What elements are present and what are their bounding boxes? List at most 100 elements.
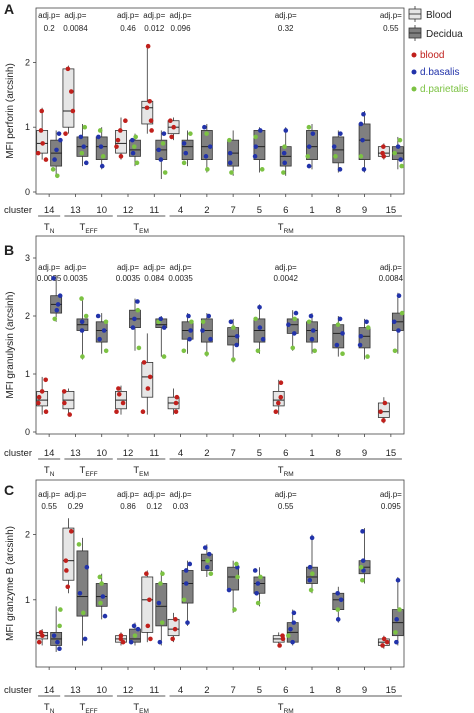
panel-letter: A [4, 1, 14, 17]
data-point [147, 597, 152, 603]
data-point [133, 134, 138, 140]
data-point [337, 167, 343, 172]
cluster-label: 8 [336, 448, 341, 459]
data-point [360, 137, 365, 143]
data-point [103, 319, 109, 325]
data-point [38, 128, 44, 133]
adjp-value: 0.095 [381, 502, 402, 511]
data-point [57, 646, 62, 651]
data-point [229, 170, 234, 175]
data-point [360, 529, 365, 534]
data-point [79, 150, 85, 156]
adjp-value: 0.0035 [116, 274, 141, 283]
data-point [70, 108, 76, 114]
legend: Blood Decidua blood d.basalis d.parietalis [408, 6, 468, 95]
cluster-label: 11 [149, 685, 159, 696]
data-point [308, 313, 314, 319]
data-point [61, 389, 67, 394]
data-point [306, 319, 312, 325]
legend-dot [411, 52, 417, 58]
data-point [227, 137, 232, 143]
data-point [312, 348, 318, 354]
data-point [158, 581, 163, 586]
data-point [333, 154, 338, 159]
data-point [260, 336, 266, 342]
data-point [202, 124, 207, 130]
cluster-label: 5 [257, 448, 262, 459]
data-point [103, 348, 109, 354]
data-point [147, 98, 152, 104]
data-point [183, 568, 189, 573]
data-point [39, 108, 45, 114]
adjp-value: 0.0035 [63, 274, 88, 283]
y-tick-label: 1 [25, 369, 30, 379]
adjp-value: 0.55 [41, 502, 57, 511]
data-point [144, 571, 149, 577]
cluster-label: 2 [204, 685, 209, 696]
adjp-prefix: adj.p= [380, 490, 402, 499]
data-point [51, 276, 56, 281]
data-point [231, 357, 236, 362]
data-point [335, 617, 341, 622]
data-point [286, 633, 291, 638]
data-point [79, 328, 85, 333]
data-point [39, 389, 45, 394]
box-decidua [306, 130, 318, 161]
data-point [278, 394, 284, 400]
y-tick-label: 0 [25, 187, 30, 197]
data-point [395, 144, 401, 149]
data-point [253, 144, 259, 149]
data-point [65, 584, 71, 590]
data-point [161, 131, 167, 136]
adjp-value: 0.29 [68, 502, 84, 511]
data-point [181, 141, 187, 146]
cluster-label: 12 [123, 448, 134, 459]
data-point [141, 360, 147, 365]
data-point [79, 296, 84, 301]
legend-dot-label: blood [420, 50, 444, 61]
data-point [120, 400, 126, 406]
data-point [145, 623, 151, 629]
data-point [52, 157, 57, 162]
data-point [188, 328, 193, 333]
group-label: TN [44, 465, 55, 478]
data-point [255, 600, 261, 606]
data-point [135, 307, 141, 313]
data-point [382, 400, 388, 406]
y-axis-title: MFI granulysin (arcsinh) [5, 291, 16, 398]
data-point [97, 128, 103, 133]
data-point [357, 342, 363, 348]
data-point [36, 639, 42, 645]
data-point [293, 310, 299, 316]
data-point [54, 147, 59, 153]
box-blood [62, 527, 75, 581]
data-point [358, 154, 364, 159]
data-point [206, 551, 212, 557]
legend-dot [411, 86, 417, 92]
adjp-prefix: adj.p= [170, 490, 192, 499]
adjp-prefix: adj.p= [275, 263, 297, 272]
cluster-label: 15 [386, 685, 397, 696]
data-point [140, 409, 146, 415]
data-point [208, 336, 213, 342]
data-point [308, 587, 314, 593]
data-point [340, 351, 345, 357]
adjp-value: 0.012 [144, 24, 165, 33]
legend-dot [411, 69, 417, 75]
adjp-prefix: adj.p= [117, 11, 139, 20]
data-point [234, 561, 239, 567]
data-point [115, 137, 121, 143]
data-point [114, 144, 119, 149]
data-point [181, 597, 187, 603]
data-point [132, 633, 138, 638]
data-point [399, 163, 405, 169]
data-point [396, 293, 402, 299]
panel-letter: B [4, 242, 14, 258]
data-point [205, 167, 210, 172]
adjp-prefix: adj.p= [380, 263, 402, 272]
cluster-label: 2 [204, 448, 209, 459]
data-point [116, 392, 122, 397]
data-point [118, 636, 124, 642]
data-point [64, 568, 69, 573]
